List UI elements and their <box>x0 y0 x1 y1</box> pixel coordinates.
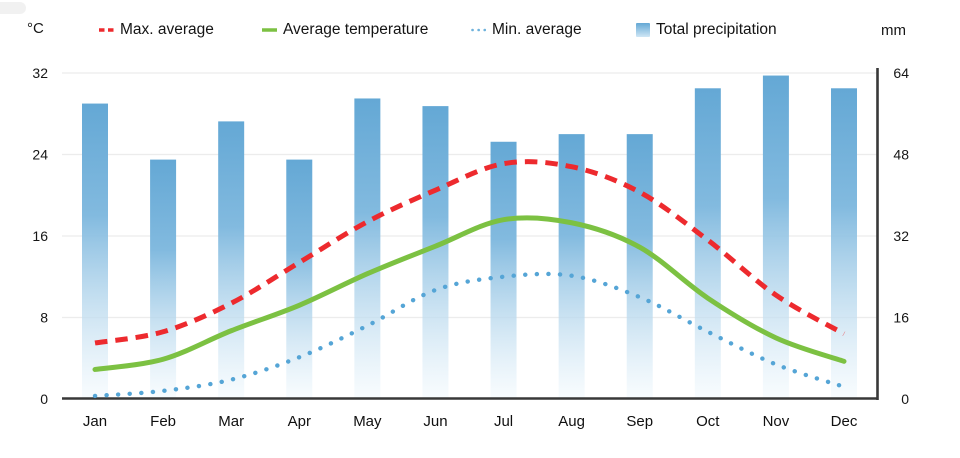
month-label-sep: Sep <box>626 413 653 430</box>
month-label-mar: Mar <box>218 413 244 430</box>
precip-bar-may <box>354 98 381 398</box>
precip-bar-nov <box>762 75 789 398</box>
y-right-tick-0: 0 <box>901 391 909 407</box>
month-label-apr: Apr <box>288 413 311 430</box>
month-label-nov: Nov <box>763 413 790 430</box>
legend-label: Total precipitation <box>656 21 777 38</box>
month-label-aug: Aug <box>558 413 585 430</box>
legend-item-max-average[interactable]: Max. average <box>99 19 214 41</box>
legend-label: Average temperature <box>283 21 429 38</box>
precipitation-swatch-icon <box>636 23 650 37</box>
precip-bar-mar <box>218 121 245 398</box>
y-left-tick-0: 0 <box>40 391 48 407</box>
corner-artifact <box>0 2 26 14</box>
axis-tick-labels: 0 8 16 24 32 0 16 32 48 64 Jan Feb Mar Apr May Jun Jul Au… <box>32 65 909 430</box>
month-label-jun: Jun <box>423 413 447 430</box>
y-right-tick-32: 32 <box>893 228 909 244</box>
month-label-may: May <box>353 413 382 430</box>
legend-label: Max. average <box>120 21 214 38</box>
dashed-line-icon <box>99 26 114 34</box>
y-left-tick-24: 24 <box>32 147 48 163</box>
y-left-tick-32: 32 <box>32 65 48 81</box>
precip-bar-aug <box>558 134 585 398</box>
precip-bar-jan <box>82 103 108 398</box>
y-left-tick-8: 8 <box>40 310 48 326</box>
month-label-oct: Oct <box>696 413 720 430</box>
average-temperature-line <box>92 215 847 372</box>
legend-item-min-average[interactable]: Min. average <box>471 19 582 41</box>
y-left-tick-16: 16 <box>32 228 48 244</box>
right-axis-unit-label: mm <box>881 22 906 39</box>
month-label-jan: Jan <box>83 413 107 430</box>
precip-bar-sep <box>626 134 653 398</box>
month-label-dec: Dec <box>831 413 858 430</box>
left-axis-unit-label: °C <box>27 20 44 37</box>
dotted-line-icon <box>471 26 486 34</box>
min-average-line <box>92 271 847 399</box>
y-right-tick-64: 64 <box>893 65 909 81</box>
month-label-feb: Feb <box>150 413 176 430</box>
precip-bar-dec <box>830 88 857 398</box>
y-right-tick-48: 48 <box>893 147 909 163</box>
precip-bar-jul <box>490 141 517 398</box>
month-label-jul: Jul <box>494 413 513 430</box>
legend-item-average-temperature[interactable]: Average temperature <box>262 19 428 41</box>
y-right-tick-16: 16 <box>893 310 909 326</box>
max-average-line <box>94 159 846 346</box>
solid-line-icon <box>262 26 277 34</box>
legend-item-total-precipitation[interactable]: Total precipitation <box>636 19 777 41</box>
legend-label: Min. average <box>492 21 582 38</box>
